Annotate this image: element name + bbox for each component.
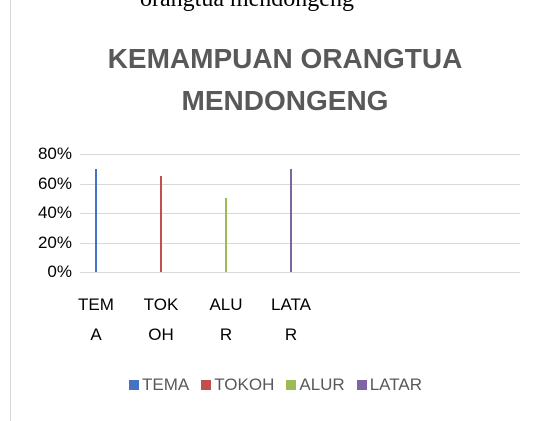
- legend-swatch: [356, 380, 367, 390]
- legend-item: LATAR: [356, 375, 422, 395]
- y-tick-label: 80%: [37, 144, 72, 163]
- legend-item: TEMA: [128, 375, 190, 395]
- bar: [160, 176, 162, 272]
- grid-line: [80, 242, 520, 244]
- x-tick-label: LATAR: [271, 295, 311, 344]
- legend-item: ALUR: [286, 375, 345, 395]
- x-tick-label: TOKOH: [143, 295, 179, 344]
- legend-label: TOKOH: [214, 375, 275, 394]
- legend-item: TOKOH: [201, 375, 274, 395]
- legend-swatch: [286, 380, 297, 390]
- bar: [225, 198, 227, 272]
- legend-label: ALUR: [299, 375, 345, 394]
- x-tick-label: TEMA: [78, 295, 114, 344]
- legend-label: LATAR: [369, 375, 422, 394]
- grid-line: [80, 154, 520, 155]
- caption: orangtua mendongeng: [140, 0, 354, 13]
- grid-line: [80, 183, 520, 185]
- x-tick-label: ALUR: [209, 295, 243, 344]
- legend-swatch: [201, 380, 212, 390]
- bar: [290, 168, 292, 272]
- bar: [95, 168, 97, 272]
- chart-border: [10, 0, 11, 421]
- grid-line: [80, 213, 520, 214]
- y-tick-label: 0%: [47, 262, 72, 281]
- chart-title: KEMAMPUAN ORANGTUA MENDONGENG: [107, 43, 463, 116]
- grid-line: [80, 272, 520, 273]
- y-tick-label: 40%: [37, 203, 72, 222]
- legend: TEMA TOKOH ALUR LATAR: [0, 375, 551, 395]
- y-tick-label: 20%: [37, 232, 72, 252]
- legend-label: TEMA: [141, 375, 190, 394]
- legend-swatch: [128, 380, 139, 390]
- y-tick-label: 60%: [37, 173, 72, 193]
